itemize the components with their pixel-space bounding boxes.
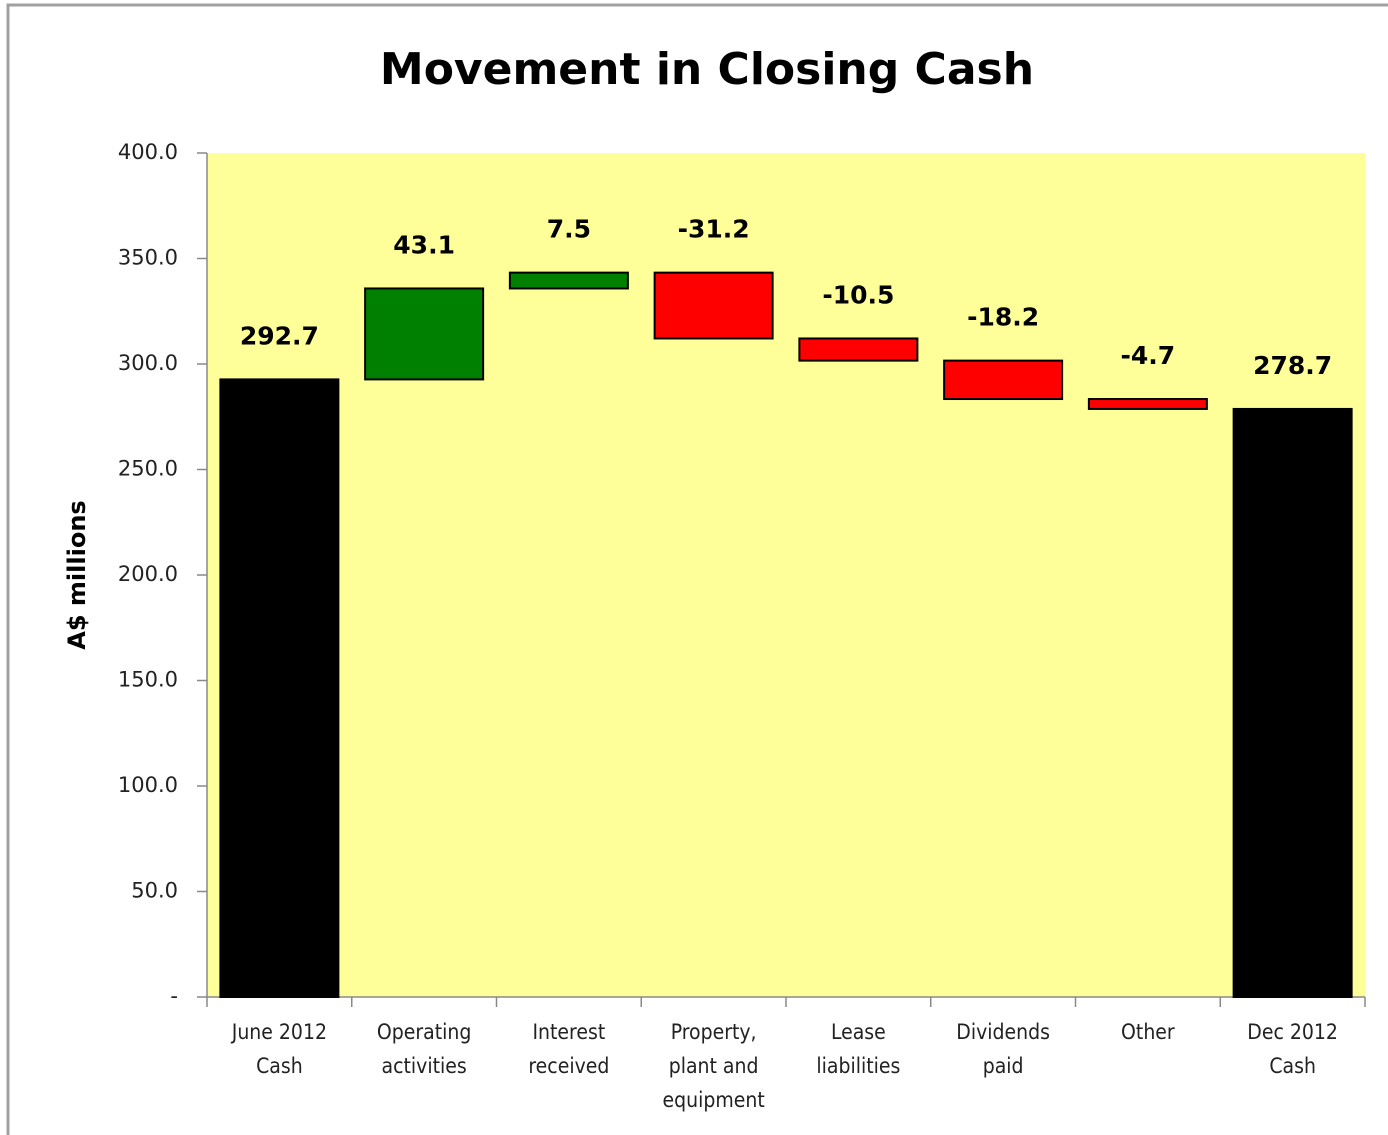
y-tick-label: 50.0 xyxy=(131,879,178,903)
y-tick-label: 200.0 xyxy=(118,562,178,586)
value-label: 43.1 xyxy=(393,230,455,259)
y-tick-label: 250.0 xyxy=(118,457,178,481)
bar xyxy=(653,271,774,340)
x-tick-label: Interest received xyxy=(528,1020,610,1078)
y-tick-label: 100.0 xyxy=(118,773,178,797)
bar xyxy=(364,287,485,381)
x-tick-label: Dividends paid xyxy=(956,1020,1050,1078)
y-tick-label: 150.0 xyxy=(118,668,178,692)
y-axis-label: A$ millions xyxy=(63,500,91,649)
bar xyxy=(1232,407,1353,998)
value-label: 7.5 xyxy=(547,215,591,244)
plot-area xyxy=(207,153,1365,997)
value-label: -4.7 xyxy=(1121,341,1176,370)
x-tick-label: Lease liabilities xyxy=(816,1020,901,1078)
bar xyxy=(219,378,340,998)
value-label: 278.7 xyxy=(1253,351,1332,380)
x-tick-label: Other xyxy=(1121,1020,1175,1044)
bar xyxy=(508,271,629,290)
y-tick-label: 300.0 xyxy=(118,351,178,375)
value-label: -31.2 xyxy=(678,215,750,244)
value-label: 292.7 xyxy=(240,321,319,350)
x-tick-label: June 2012 Cash xyxy=(231,1020,327,1078)
y-tick-label: 400.0 xyxy=(118,140,178,164)
x-tick-label: Dec 2012 Cash xyxy=(1247,1020,1338,1078)
bar xyxy=(798,337,919,362)
value-label: -18.2 xyxy=(967,303,1039,332)
value-label: -10.5 xyxy=(822,280,894,309)
y-tick-label: - xyxy=(170,984,178,1008)
y-tick-label: 350.0 xyxy=(118,246,178,270)
chart-title: Movement in Closing Cash xyxy=(380,44,1034,95)
x-tick-label: Property, plant and equipment xyxy=(662,1020,765,1112)
bar xyxy=(943,359,1064,401)
bar xyxy=(1087,398,1208,410)
x-tick-label: Operating activities xyxy=(376,1020,472,1078)
